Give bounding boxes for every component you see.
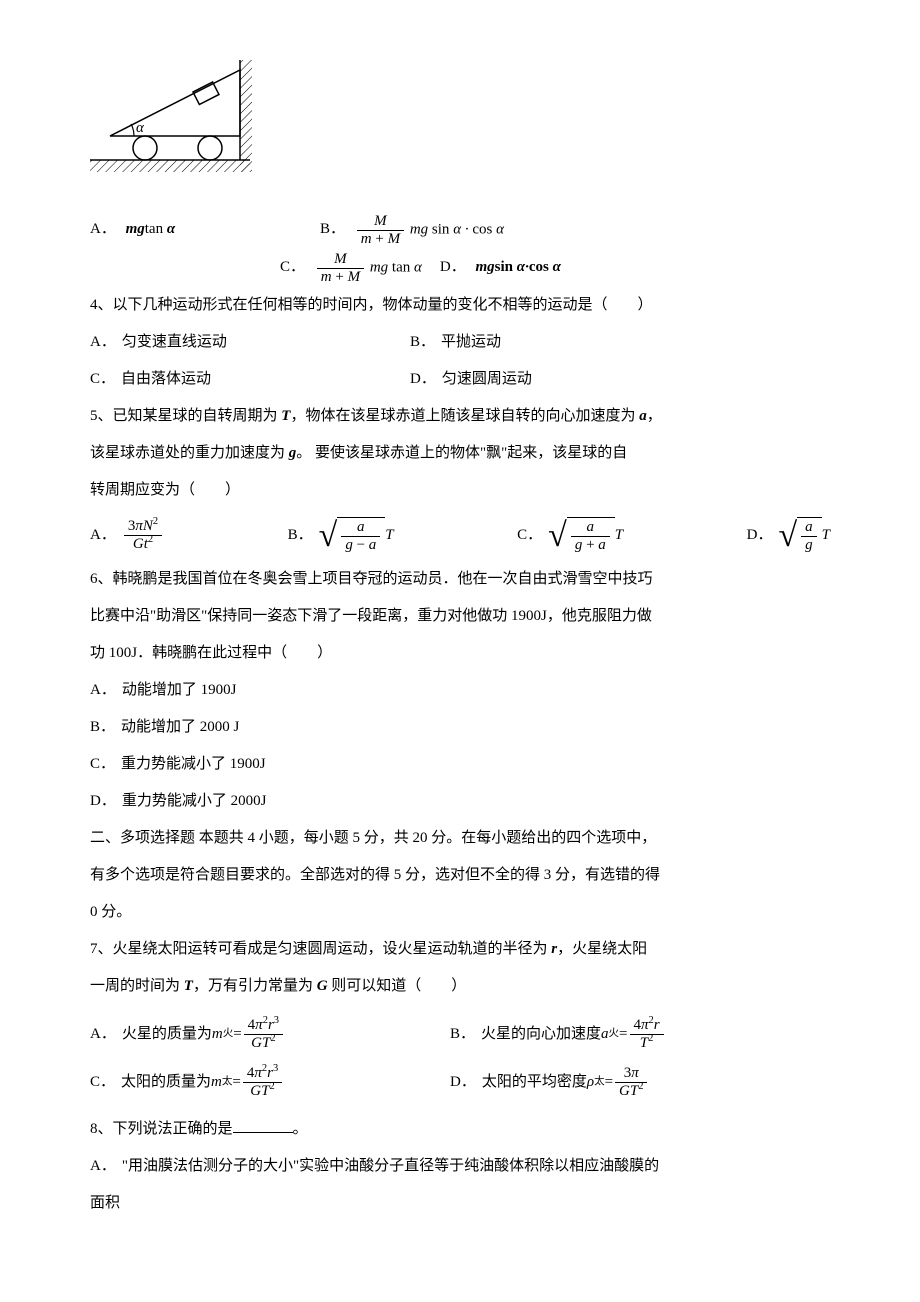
q3-B-label: B． <box>320 221 345 237</box>
q6-A: A．动能增加了 1900J <box>90 674 830 707</box>
q5-B-sqrt: √ a g − a <box>319 517 386 553</box>
q3-A-label: A． <box>90 221 116 237</box>
q7-row1: A． 火星的质量为 m火 = 4π2r3 GT2 B． 火星的向心加速度 a火 … <box>90 1017 830 1051</box>
q4-row1: A．匀变速直线运动 B．平抛运动 <box>90 326 830 359</box>
q5-options: A． 3πN2 Gt2 B． √ a g − a T C． √ a g + a <box>90 517 830 553</box>
q3-options-row1: A． mgtan α B． M m + M mg sin α · cos α <box>90 213 830 247</box>
q4-B: 平抛运动 <box>441 334 501 350</box>
q5-stem-3: 转周期应变为（ ） <box>90 474 830 507</box>
q7-C-frac: 4π2r3 GT2 <box>243 1065 282 1099</box>
q7-D-frac: 3π GT2 <box>615 1065 647 1099</box>
q6-B: B．动能增加了 2000 J <box>90 711 830 744</box>
q8-A-line2: 面积 <box>90 1187 830 1220</box>
q3-C-frac: M m + M <box>317 251 364 285</box>
svg-text:α: α <box>136 120 145 136</box>
q3-A-mg: mg <box>126 221 145 237</box>
q5-D-sqrt: √ a g <box>778 517 821 553</box>
q3-options-row2: C． M m + M mg tan α D． mgsin α·cos α <box>90 251 830 285</box>
q3-diagram: α <box>90 60 830 193</box>
q7-A-frac: 4π2r3 GT2 <box>244 1017 283 1051</box>
q4-D: 匀速圆周运动 <box>442 371 532 387</box>
q3-B-tail: mg sin α · cos α <box>410 221 504 237</box>
q4-C: 自由落体运动 <box>121 371 211 387</box>
q8-blank[interactable] <box>233 1117 293 1133</box>
q3-B-frac: M m + M <box>357 213 404 247</box>
q3-A-tan: tan <box>145 221 167 237</box>
q5-stem-2: 该星球赤道处的重力加速度为 g。 要使该星球赤道上的物体"飘"起来，该星球的自 <box>90 437 830 470</box>
q5-A-frac: 3πN2 Gt2 <box>124 518 162 552</box>
q7-stem-1: 7、火星绕太阳运转可看成是匀速圆周运动，设火星运动轨道的半径为 r，火星绕太阳 <box>90 933 830 966</box>
q4-A: 匀变速直线运动 <box>122 334 227 350</box>
q4-stem: 4、以下几种运动形式在任何相等的时间内，物体动量的变化不相等的运动是（ ） <box>90 289 830 322</box>
q6-stem-3: 功 100J．韩晓鹏在此过程中（ ） <box>90 637 830 670</box>
q7-stem-2: 一周的时间为 T，万有引力常量为 G 则可以知道（ ） <box>90 970 830 1003</box>
section2-line3: 0 分。 <box>90 896 830 929</box>
q3-A-alpha: α <box>167 221 175 237</box>
q3-D-label: D． <box>440 259 466 275</box>
q3-C-label: C． <box>280 259 305 275</box>
q8-A-line1: A．"用油膜法估测分子的大小"实验中油酸分子直径等于纯油酸体积除以相应油酸膜的 <box>90 1150 830 1183</box>
q6-stem-1: 6、韩晓鹏是我国首位在冬奥会雪上项目夺冠的运动员．他在一次自由式滑雪空中技巧 <box>90 563 830 596</box>
q7-B-frac: 4π2r T2 <box>630 1017 664 1051</box>
section2-line1: 二、多项选择题 本题共 4 小题，每小题 5 分，共 20 分。在每小题给出的四… <box>90 822 830 855</box>
q6-D: D．重力势能减小了 2000J <box>90 785 830 818</box>
q7-row2: C． 太阳的质量为 m太 = 4π2r3 GT2 D． 太阳的平均密度 ρ太 =… <box>90 1065 830 1099</box>
q3-D-text: mgsin α·cos α <box>475 259 560 275</box>
section2-line2: 有多个选项是符合题目要求的。全部选对的得 5 分，选对但不全的得 3 分，有选错… <box>90 859 830 892</box>
q3-C-tail: mg tan α <box>370 259 422 275</box>
q6-stem-2: 比赛中沿"助滑区"保持同一姿态下滑了一段距离，重力对他做功 1900J，他克服阻… <box>90 600 830 633</box>
q8-stem: 8、下列说法正确的是。 <box>90 1113 830 1146</box>
q6-C: C．重力势能减小了 1900J <box>90 748 830 781</box>
q4-row2: C．自由落体运动 D．匀速圆周运动 <box>90 363 830 396</box>
q5-stem-1: 5、已知某星球的自转周期为 T，物体在该星球赤道上随该星球自转的向心加速度为 a… <box>90 400 830 433</box>
q5-C-sqrt: √ a g + a <box>548 517 615 553</box>
